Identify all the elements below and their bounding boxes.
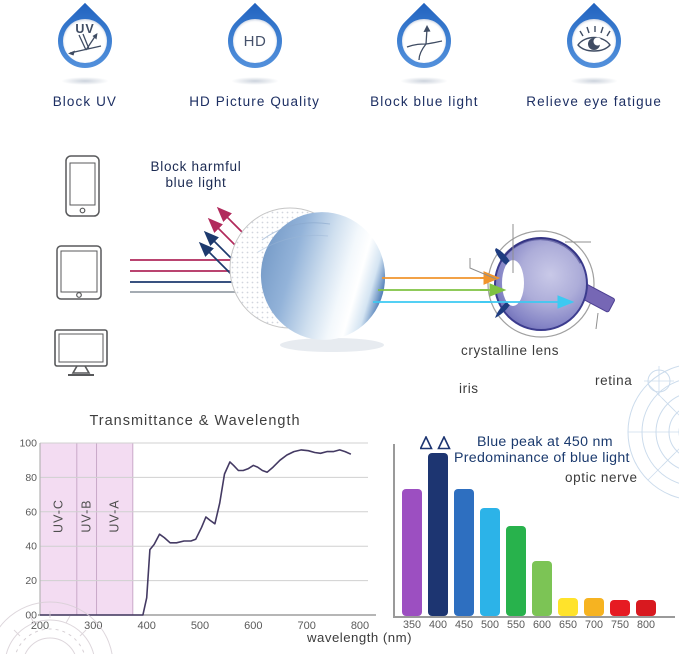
bar-500 [480,508,500,616]
y-tick-label: 100 [19,438,37,450]
bar-tick-labels: 350 400 450 500 550 600 650 700 750 800 [399,619,675,633]
diagram-graphics [54,155,615,376]
glasses-lens [229,207,386,352]
eye-glyph [577,26,612,52]
uv-glyph: UV [67,22,102,56]
bar-annotation-line1: Blue peak at 450 nm [477,434,613,450]
y-tick-label: 80 [25,472,37,484]
uv-region-label: UV-C [51,499,65,533]
blocked-light-label: Block harmful blue light [150,159,242,191]
bar-tick-label: 650 [558,619,577,631]
x-tick-label: 700 [297,620,315,632]
x-tick-label: 500 [191,620,209,632]
svg-text:HD: HD [243,33,266,50]
retina-label: retina [595,373,633,388]
drop-badge-inner [402,19,447,63]
bar-tick-label: 800 [636,619,655,631]
hd-icon: HD [216,2,293,85]
bar-tick-label: 700 [584,619,603,631]
bar-400 [428,453,448,616]
feature-relieve-fatigue: Relieve eye fatigue [509,0,679,140]
bar-tick-label: 350 [402,619,421,631]
uv-region-label: UV-A [108,499,122,532]
feature-hd-quality: HD HD Picture Quality [170,0,340,140]
feature-label: Block UV [52,94,118,109]
bar-tick-label: 550 [506,619,525,631]
bar-550 [506,526,526,616]
peak-marker-icons [420,436,451,450]
x-tick-label: 200 [31,620,49,632]
hd-glyph: HD [243,33,266,50]
bar-y-axis [393,444,395,616]
eye-cross-section [487,230,615,338]
x-tick-label: 600 [244,620,262,632]
monitor-icon [54,329,108,376]
bars [402,450,672,616]
light-deflect-icon [386,2,463,85]
tablet-icon [56,245,102,300]
bar-tick-label: 600 [532,619,551,631]
y-tick-label: 40 [25,541,37,553]
transmittance-curve [40,449,352,616]
bar-700 [584,598,604,616]
feature-label: Block blue light [370,94,479,109]
uv-rays-blocked-icon: UV [46,2,124,85]
drop-badge-inner [62,19,107,63]
feature-block-uv: UV Block UV [0,0,170,140]
eye-moon-icon [555,2,633,85]
bar-450 [454,489,474,616]
deflect-glyph [407,25,443,61]
bar-tick-label: 450 [454,619,473,631]
bar-tick-label: 750 [610,619,629,631]
uv-region-label: UV-B [80,499,94,532]
wavelength-axis-label: wavelength (nm) [307,630,412,645]
lens-eye-diagram: Block harmful blue light crystalline len… [0,140,679,485]
crystalline-lens-label: crystalline lens [461,343,560,358]
bar-annotation-line2: Predominance of blue light [454,450,630,466]
bar-800 [636,600,656,616]
x-tick-label: 400 [137,620,155,632]
svg-text:UV: UV [75,22,94,36]
uv-region [76,443,97,615]
y-tick-label: 20 [25,575,37,587]
bar-tick-label: 500 [480,619,499,631]
smartphone-icon [65,155,100,217]
bar-600 [532,561,552,616]
bar-tick-label: 400 [428,619,447,631]
bar-750 [610,600,630,616]
line-chart-title: Transmittance & Wavelength [89,413,301,429]
transmittance-chart: 100 80 60 40 20 00 200 300 400 500 600 700 800 UV-C UV… [0,405,390,654]
y-tick-label: 60 [25,506,37,518]
feature-row: UV Block UV HD [0,0,679,140]
bar-x-axis [393,616,675,618]
iris-label: iris [459,381,479,396]
uv-region [40,443,77,615]
uv-region [96,443,133,615]
leader-lines [469,224,599,330]
bar-650 [558,598,578,616]
spectrum-bar-chart: Blue peak at 450 nm Predominance of blue… [385,420,679,654]
x-tick-label: 300 [84,620,102,632]
feature-block-blue-light: Block blue light [340,0,510,140]
bar-350 [402,489,422,616]
x-tick-label: 800 [351,620,369,632]
feature-label: Relieve eye fatigue [526,94,662,109]
feature-label: HD Picture Quality [189,94,321,109]
drop-badge-inner [232,19,277,63]
optic-nerve-label: optic nerve [565,470,638,485]
